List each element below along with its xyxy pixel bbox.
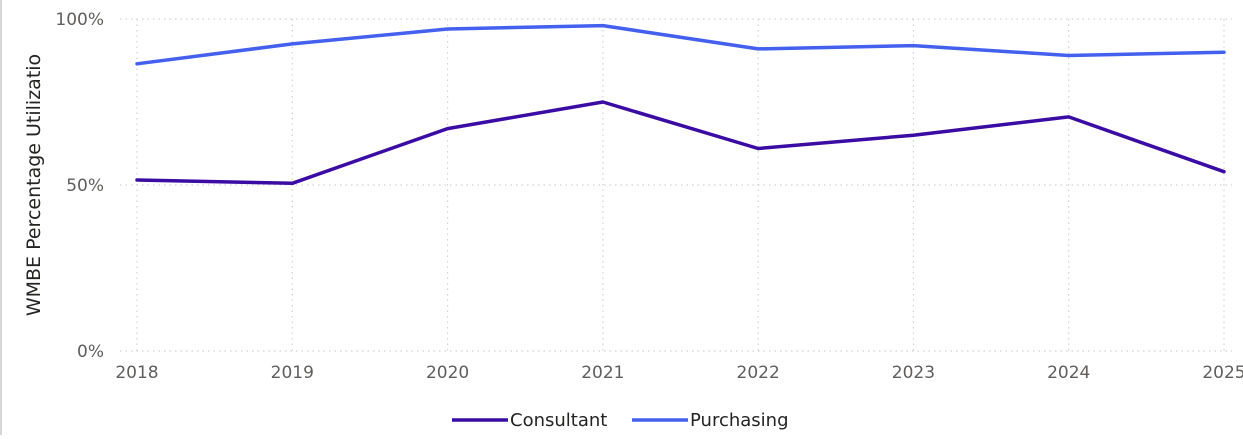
y-axis-ticks: 0% 50% 100% [55,10,104,362]
legend-item-purchasing[interactable]: Purchasing [632,410,789,431]
series-line-consultant [135,100,1226,186]
x-tick-label: 2022 [737,363,780,383]
x-tick-label: 2020 [426,363,469,383]
y-axis-title: WMBE Percentage Utilizatio [23,54,45,316]
legend-label: Consultant [510,410,607,431]
x-tick-label: 2021 [581,363,624,383]
x-tick-label: 2023 [892,363,935,383]
series-lines [135,23,1226,186]
x-tick-label: 2025 [1202,363,1243,383]
x-tick-label: 2018 [115,363,158,383]
y-tick-label: 50% [66,176,104,196]
y-tick-label: 0% [77,342,104,362]
chart-frame-edge [0,0,2,435]
x-tick-label: 2024 [1047,363,1090,383]
legend[interactable]: Consultant Purchasing [452,410,789,431]
x-axis-ticks: 2018 2019 2020 2021 2022 2023 2024 2025 [115,363,1243,383]
series-line-purchasing [135,23,1226,66]
x-tick-label: 2019 [271,363,314,383]
legend-item-consultant[interactable]: Consultant [452,410,607,431]
legend-label: Purchasing [690,410,789,431]
y-tick-label: 100% [55,10,104,30]
gridlines [120,18,1232,352]
